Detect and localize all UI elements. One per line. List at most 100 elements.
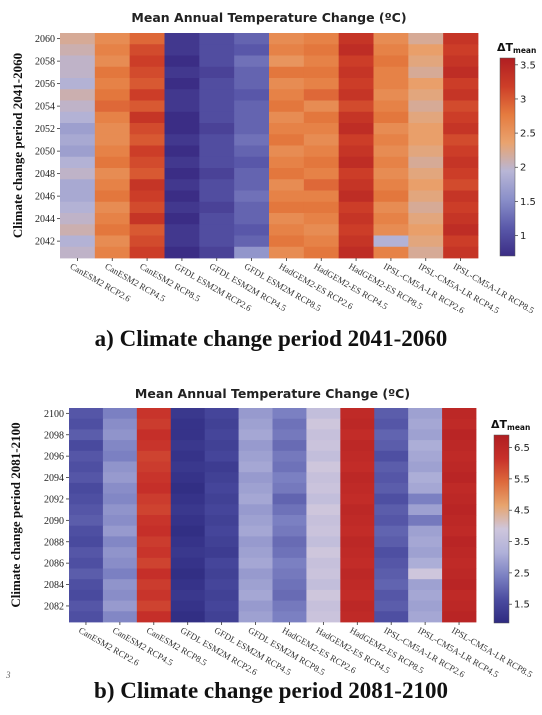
heatmap-cell	[272, 568, 307, 580]
heatmap-b: Mean Annual Temperature Change (ºC) 2100 2…	[8, 386, 535, 678]
heatmap-cell	[272, 482, 307, 494]
heatmap-cell	[129, 156, 165, 169]
heatmap-cell	[272, 525, 307, 537]
heatmap-cell	[60, 213, 96, 225]
heatmap-cell	[338, 224, 374, 236]
y-tick-label: 2056	[35, 79, 55, 90]
heatmap-cell	[442, 450, 477, 462]
heatmap-cell	[102, 461, 138, 473]
heatmap-cell	[60, 235, 96, 248]
heatmap-cell	[94, 33, 131, 45]
heatmap-cell	[442, 482, 477, 494]
heatmap-cell	[338, 78, 374, 90]
heatmap-cell	[136, 568, 172, 580]
heatmap-cell	[234, 89, 270, 101]
heatmap-cell	[269, 111, 305, 124]
y-tick-label: 2082	[44, 601, 64, 612]
heatmap-cell	[272, 429, 307, 441]
heatmap-cell	[442, 418, 477, 430]
heatmap-cell	[269, 33, 305, 45]
heatmap-cell	[129, 168, 165, 180]
heatmap-cell	[94, 224, 131, 236]
heatmap-cell	[69, 547, 104, 559]
heatmap-cell	[338, 123, 374, 135]
legend-title-main: ΔT	[491, 418, 508, 431]
heatmap-cell	[340, 611, 375, 623]
heatmap-cell	[272, 472, 307, 484]
heatmap-cell	[373, 201, 409, 214]
heatmap-cell	[408, 472, 443, 484]
heatmap-cell	[94, 78, 131, 90]
heatmap-cell	[373, 55, 409, 68]
heatmap-cell	[199, 89, 235, 101]
heatmap-cell	[272, 547, 307, 559]
heatmap-cell	[234, 33, 270, 45]
y-tick-label: 2096	[44, 452, 64, 463]
heatmap-cell	[129, 89, 165, 101]
heatmap-cell	[238, 536, 273, 548]
heatmap-cell	[443, 168, 479, 180]
colorbar-tick-label: 2	[520, 163, 526, 174]
heatmap-cell	[69, 589, 104, 601]
heatmap-cell	[234, 100, 270, 113]
heatmap-cell	[442, 611, 477, 623]
heatmap-cell	[340, 579, 375, 591]
y-tick-label: 2090	[44, 516, 64, 527]
heatmap-cell	[102, 504, 138, 516]
heatmap-cell	[373, 111, 409, 124]
colorbar-tick-label: 2.5	[520, 129, 536, 140]
heatmap-cell	[306, 547, 341, 559]
heatmap-cell	[94, 246, 131, 259]
heatmap-cell	[136, 482, 172, 494]
heatmap-cell	[136, 418, 172, 430]
heatmap-cell	[204, 408, 239, 420]
heatmap-cell	[408, 418, 443, 430]
heatmap-cell	[170, 547, 206, 559]
heatmap-cell	[199, 179, 235, 191]
heatmap-cell	[69, 440, 104, 452]
y-tick-label: 2048	[35, 169, 55, 180]
heatmap-cell	[269, 201, 305, 214]
heatmap-cell	[408, 246, 444, 259]
heatmap-cell	[129, 33, 165, 45]
heatmap-cell	[170, 408, 206, 420]
heatmap-cell	[303, 66, 340, 79]
heatmap-cell	[129, 100, 165, 113]
heatmap-cell	[306, 600, 341, 612]
heatmap-cell	[170, 482, 206, 494]
heatmap-cell	[129, 55, 165, 68]
legend-title-sub: mean	[513, 46, 536, 55]
heatmap-cell	[164, 235, 200, 248]
heatmap-cell	[69, 557, 104, 569]
heatmap-cell	[102, 440, 138, 452]
heatmap-cell	[408, 408, 443, 420]
heatmap-cell	[60, 156, 96, 169]
colorbar-tick-label: 3	[520, 94, 526, 105]
heatmap-cell	[102, 557, 138, 569]
heatmap-cell	[204, 472, 239, 484]
heatmap-cell	[442, 515, 477, 527]
heatmap-cell	[69, 611, 104, 623]
heatmap-cell	[164, 111, 200, 124]
heatmap-cell	[408, 134, 444, 146]
page-mark: 3	[6, 670, 11, 680]
y-tick-label: 2046	[35, 192, 55, 203]
heatmap-cell	[374, 568, 409, 580]
heatmap-cell	[129, 224, 165, 236]
heatmap-cell	[238, 547, 273, 559]
heatmap-cell	[136, 461, 172, 473]
heatmap-cell	[374, 536, 409, 548]
heatmap-cell	[129, 145, 165, 158]
heatmap-cell	[269, 224, 305, 236]
heatmap-cell	[374, 557, 409, 569]
heatmap-cell	[272, 450, 307, 462]
heatmap-cell	[306, 515, 341, 527]
heatmap-cell	[443, 134, 479, 146]
heatmap-cell	[170, 525, 206, 537]
heatmap-cell	[204, 504, 239, 516]
heatmap-cell	[374, 472, 409, 484]
x-tick-label: CanESM2 RCP4.5	[103, 261, 167, 304]
heatmap-cell	[238, 579, 273, 591]
heatmap-cell	[204, 525, 239, 537]
heatmap-cell	[199, 190, 235, 203]
